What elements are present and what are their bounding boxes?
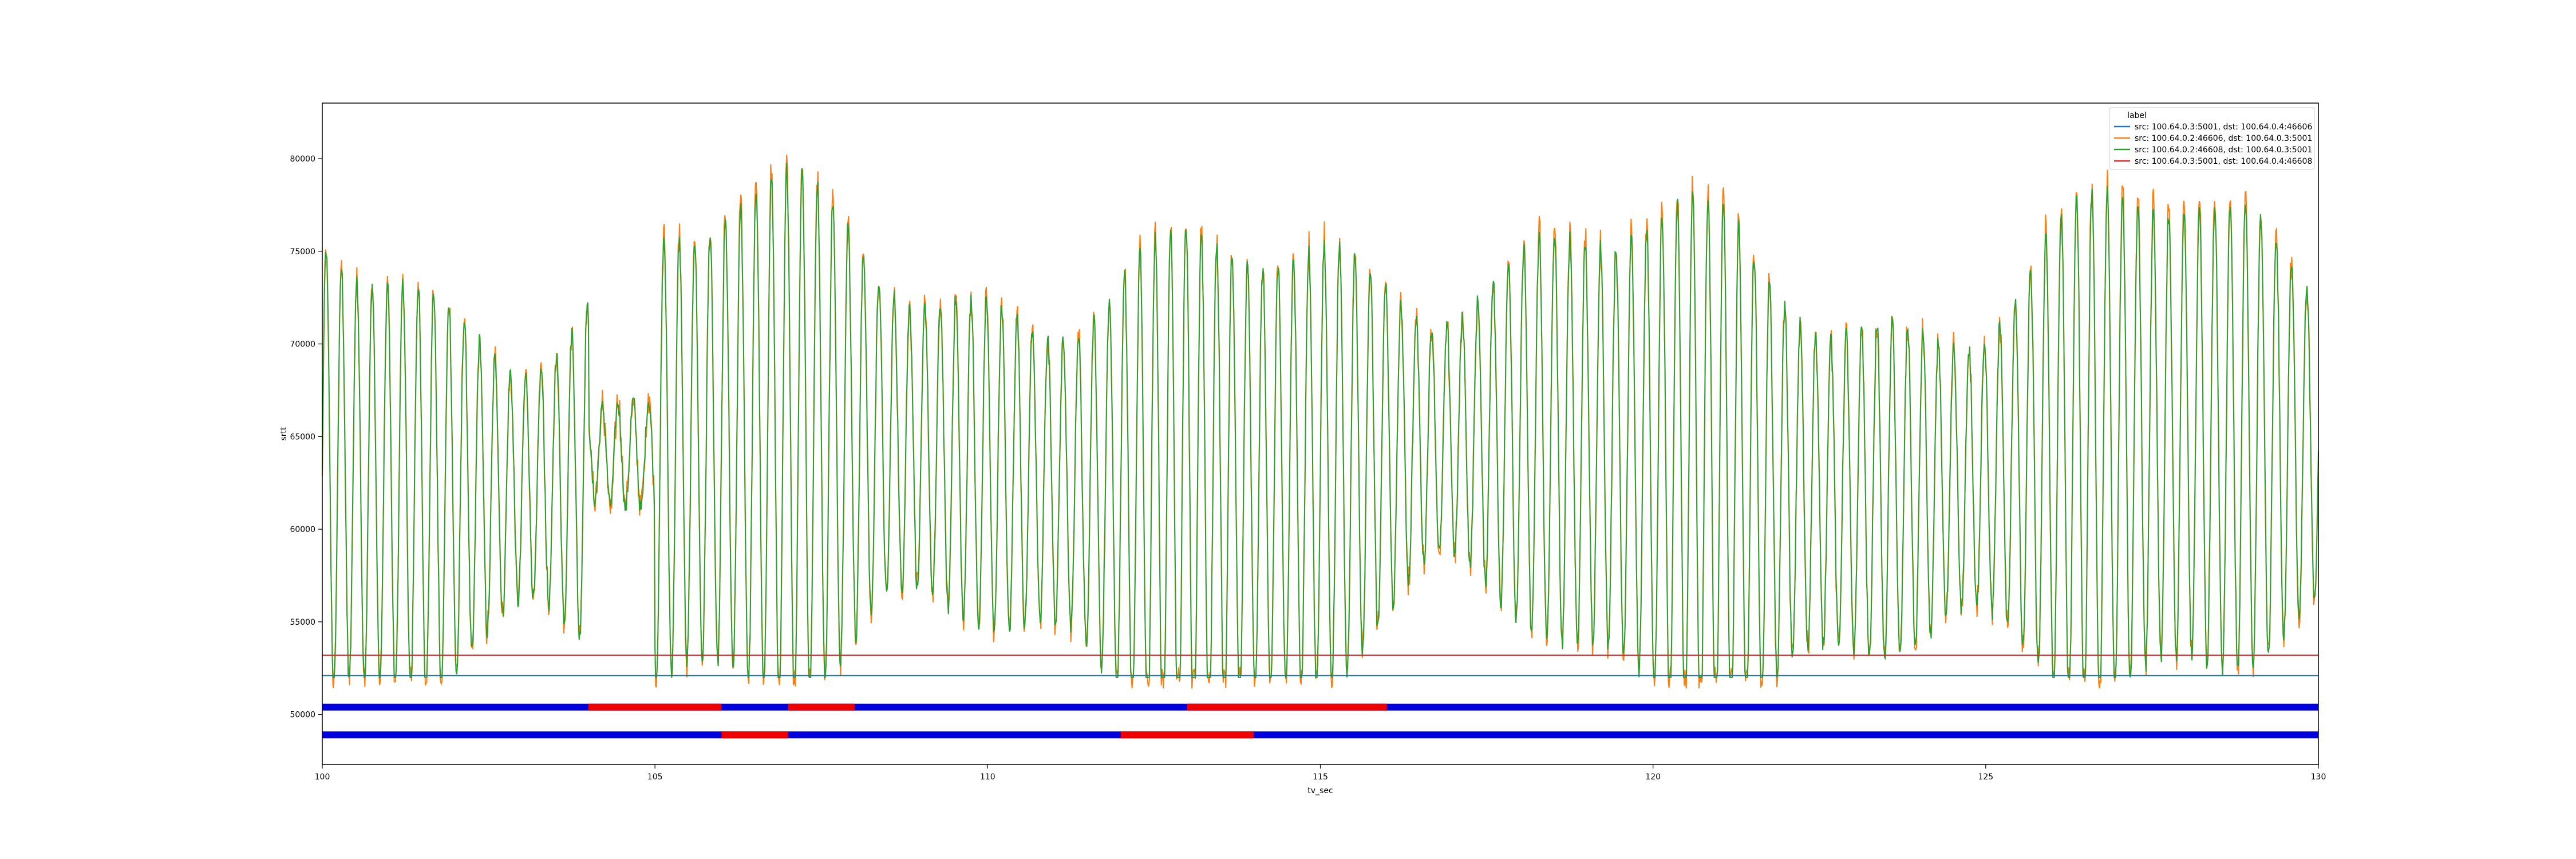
x-tick-label-120: 120 [1645, 773, 1661, 782]
x-tick-label-130: 130 [2311, 773, 2326, 782]
y-tick-label-70000: 70000 [290, 340, 315, 349]
legend-entry-3: src: 100.64.0.2:46608, dst: 100.64.0.3:5… [2135, 145, 2312, 155]
x-tick-label-100: 100 [315, 773, 330, 782]
x-tick-label-115: 115 [1313, 773, 1328, 782]
y-tick-label-60000: 60000 [290, 525, 315, 534]
x-tick-label-105: 105 [647, 773, 663, 782]
y-axis: 50000 55000 60000 65000 70000 75000 80000 [290, 155, 322, 720]
legend-entry-1: src: 100.64.0.3:5001, dst: 100.64.0.4:46… [2135, 123, 2312, 132]
plot-area [322, 155, 2319, 739]
y-tick-label-65000: 65000 [290, 432, 315, 442]
x-axis: 100 105 110 115 120 125 130 [315, 765, 2326, 782]
y-tick-label-80000: 80000 [290, 155, 315, 164]
series-line-3 [322, 163, 2319, 679]
x-axis-label: tv_sec [1307, 786, 1333, 795]
y-tick-label-50000: 50000 [290, 711, 315, 720]
legend-entry-2: src: 100.64.0.2:46606, dst: 100.64.0.3:5… [2135, 134, 2312, 143]
legend-box [2109, 107, 2315, 170]
legend-title: label [2127, 111, 2147, 120]
x-tick-label-110: 110 [980, 773, 995, 782]
y-tick-label-75000: 75000 [290, 247, 315, 257]
y-axis-label: srtt [279, 427, 289, 441]
legend-entry-4: src: 100.64.0.3:5001, dst: 100.64.0.4:46… [2135, 157, 2312, 166]
y-tick-label-55000: 55000 [290, 618, 315, 627]
x-tick-label-125: 125 [1978, 773, 1993, 782]
legend: label src: 100.64.0.3:5001, dst: 100.64.0… [2109, 107, 2315, 170]
